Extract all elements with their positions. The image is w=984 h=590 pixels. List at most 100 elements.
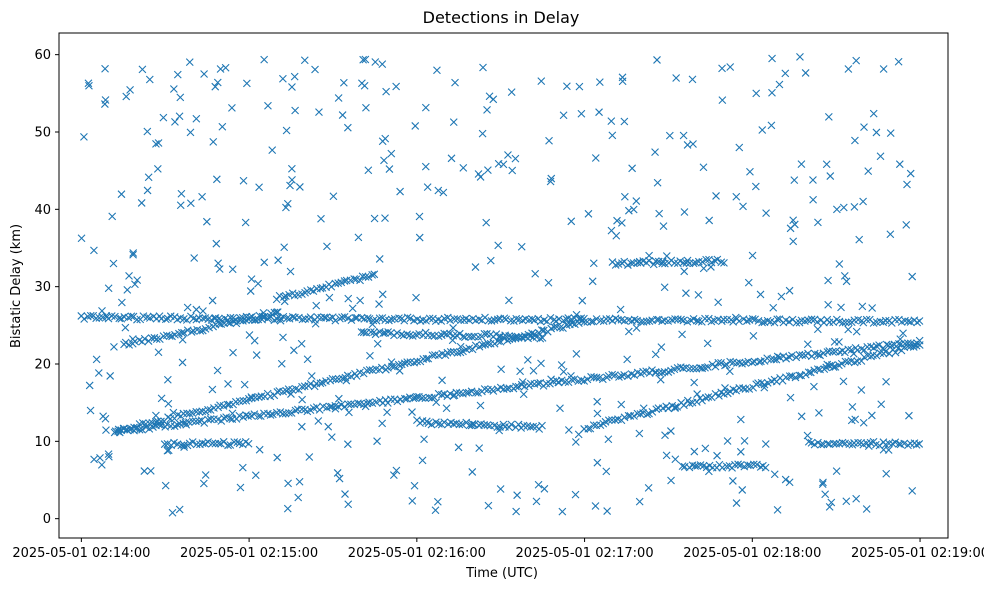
detection-marker bbox=[221, 63, 230, 72]
detection-marker bbox=[348, 304, 357, 313]
detection-marker bbox=[832, 467, 841, 476]
detection-marker bbox=[455, 389, 464, 398]
detection-marker bbox=[379, 329, 388, 338]
y-tick-label: 60 bbox=[34, 48, 51, 63]
detection-marker bbox=[627, 370, 636, 378]
detection-marker bbox=[572, 310, 581, 319]
detection-marker bbox=[872, 351, 881, 360]
detection-marker bbox=[259, 308, 268, 317]
detection-marker bbox=[211, 314, 220, 322]
detection-marker bbox=[301, 315, 310, 323]
detection-marker bbox=[467, 332, 476, 341]
detection-marker bbox=[490, 339, 499, 348]
detection-marker bbox=[508, 166, 517, 175]
detection-marker bbox=[881, 347, 890, 356]
detection-marker bbox=[164, 399, 173, 408]
detection-marker bbox=[832, 439, 841, 448]
detection-marker bbox=[837, 359, 846, 368]
detection-marker bbox=[526, 423, 535, 431]
detection-marker bbox=[177, 328, 186, 337]
detection-marker bbox=[153, 164, 162, 173]
detection-marker bbox=[806, 368, 815, 377]
detection-marker bbox=[160, 440, 169, 449]
detection-marker bbox=[534, 379, 542, 388]
detection-marker bbox=[272, 308, 281, 317]
detection-marker bbox=[208, 296, 217, 305]
detection-marker bbox=[361, 273, 370, 281]
detection-marker bbox=[559, 111, 568, 120]
detection-marker bbox=[785, 317, 793, 326]
detection-marker bbox=[351, 314, 360, 322]
detection-marker bbox=[199, 307, 207, 315]
detection-marker bbox=[651, 148, 659, 157]
detection-marker bbox=[390, 362, 399, 371]
detection-marker bbox=[844, 345, 853, 354]
detection-marker bbox=[224, 441, 232, 450]
detection-marker bbox=[567, 371, 575, 380]
detection-marker bbox=[655, 209, 664, 218]
detection-marker bbox=[386, 395, 395, 404]
detection-marker bbox=[442, 404, 451, 413]
detection-marker bbox=[877, 400, 886, 409]
detection-marker bbox=[366, 351, 374, 360]
detection-marker bbox=[137, 199, 146, 207]
detection-marker bbox=[661, 431, 669, 440]
detection-marker bbox=[742, 317, 751, 325]
detection-marker bbox=[418, 456, 427, 465]
detection-marker bbox=[725, 367, 734, 376]
detection-marker bbox=[459, 163, 468, 172]
detection-marker bbox=[636, 410, 645, 418]
detection-marker bbox=[680, 208, 689, 216]
detection-marker bbox=[703, 363, 712, 371]
detection-marker bbox=[251, 315, 260, 324]
detection-marker bbox=[756, 290, 765, 299]
detection-marker bbox=[593, 409, 602, 418]
detection-marker bbox=[290, 72, 299, 81]
detection-marker bbox=[559, 367, 568, 376]
detection-marker bbox=[696, 461, 705, 469]
detection-marker bbox=[115, 428, 124, 437]
detection-marker bbox=[882, 377, 890, 386]
detection-marker bbox=[117, 190, 126, 199]
detection-marker bbox=[546, 177, 555, 186]
detection-marker bbox=[317, 214, 325, 223]
detection-marker bbox=[704, 393, 713, 401]
detection-marker bbox=[161, 481, 170, 490]
detection-marker bbox=[558, 507, 567, 516]
detection-marker bbox=[662, 451, 671, 460]
detection-marker bbox=[440, 418, 449, 427]
detection-marker bbox=[571, 438, 580, 446]
detection-marker bbox=[868, 304, 877, 312]
detection-marker bbox=[828, 347, 837, 356]
detection-marker bbox=[334, 394, 343, 403]
detection-marker bbox=[422, 316, 430, 325]
detection-marker bbox=[827, 498, 836, 507]
detection-marker bbox=[298, 395, 307, 404]
detection-marker bbox=[403, 313, 412, 322]
detection-marker bbox=[209, 138, 218, 146]
detection-marker bbox=[449, 324, 458, 332]
detection-marker bbox=[285, 408, 293, 417]
detection-marker bbox=[512, 314, 521, 323]
detection-marker bbox=[789, 216, 798, 225]
detection-marker bbox=[762, 209, 770, 218]
detection-marker bbox=[405, 331, 414, 340]
detection-marker bbox=[325, 293, 334, 302]
detection-marker bbox=[506, 316, 515, 325]
detection-marker bbox=[678, 330, 686, 339]
detection-marker bbox=[702, 255, 711, 264]
detection-marker bbox=[280, 297, 289, 306]
detection-marker bbox=[813, 325, 822, 334]
detection-marker bbox=[104, 450, 113, 459]
detection-marker bbox=[677, 315, 685, 324]
detection-marker bbox=[283, 504, 292, 513]
detection-marker bbox=[362, 103, 370, 112]
detection-marker bbox=[626, 412, 635, 420]
detection-marker bbox=[125, 271, 133, 280]
detection-marker bbox=[378, 290, 387, 299]
detection-marker bbox=[595, 78, 604, 86]
detection-marker bbox=[331, 404, 340, 413]
detection-marker bbox=[236, 314, 245, 322]
detection-marker bbox=[370, 214, 379, 223]
detection-marker bbox=[195, 408, 204, 416]
